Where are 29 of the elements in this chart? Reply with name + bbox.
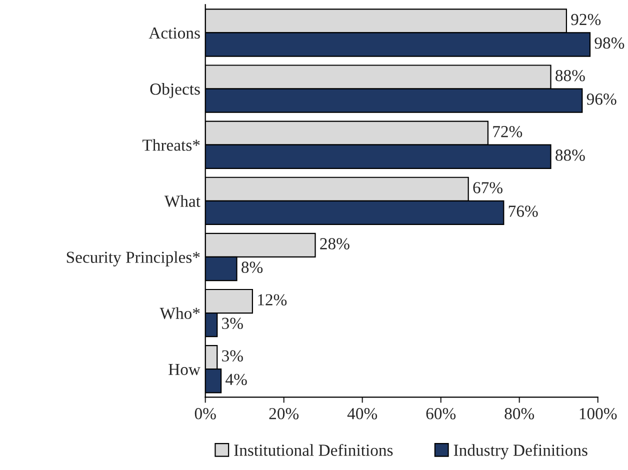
- x-tick-label: 60%: [426, 408, 456, 420]
- data-label: 4%: [226, 374, 247, 386]
- data-label: 72%: [493, 126, 522, 138]
- x-tick-label: 100%: [580, 408, 617, 420]
- y-tick-label: Actions: [148, 27, 200, 39]
- data-label: 8%: [242, 262, 263, 273]
- data-label: 92%: [571, 14, 601, 26]
- y-tick-label: Threats*: [142, 139, 200, 151]
- y-tick-label: Who*: [160, 307, 200, 320]
- legend-label: Institutional Definitions: [234, 444, 393, 456]
- x-tick-label: 20%: [269, 408, 299, 420]
- legend-label: Industry Definitions: [454, 444, 588, 460]
- data-label: 12%: [258, 294, 287, 306]
- y-tick-label: Security Principles*: [66, 251, 200, 266]
- data-label: 3%: [222, 318, 243, 330]
- y-tick-label: Objects: [150, 83, 200, 98]
- data-label: 76%: [508, 206, 538, 217]
- y-tick-label: How: [168, 364, 200, 376]
- x-tick-label: 0%: [194, 408, 216, 420]
- x-tick-label: 80%: [504, 408, 534, 420]
- data-label: 88%: [556, 70, 585, 82]
- data-label: 96%: [586, 93, 616, 105]
- data-label: 67%: [473, 182, 502, 194]
- x-tick-label: 40%: [347, 408, 378, 420]
- data-label: 28%: [320, 238, 350, 250]
- data-label: 3%: [222, 350, 243, 362]
- data-label: 88%: [556, 150, 585, 161]
- y-tick-label: What: [164, 195, 200, 207]
- data-label: 98%: [594, 37, 624, 49]
